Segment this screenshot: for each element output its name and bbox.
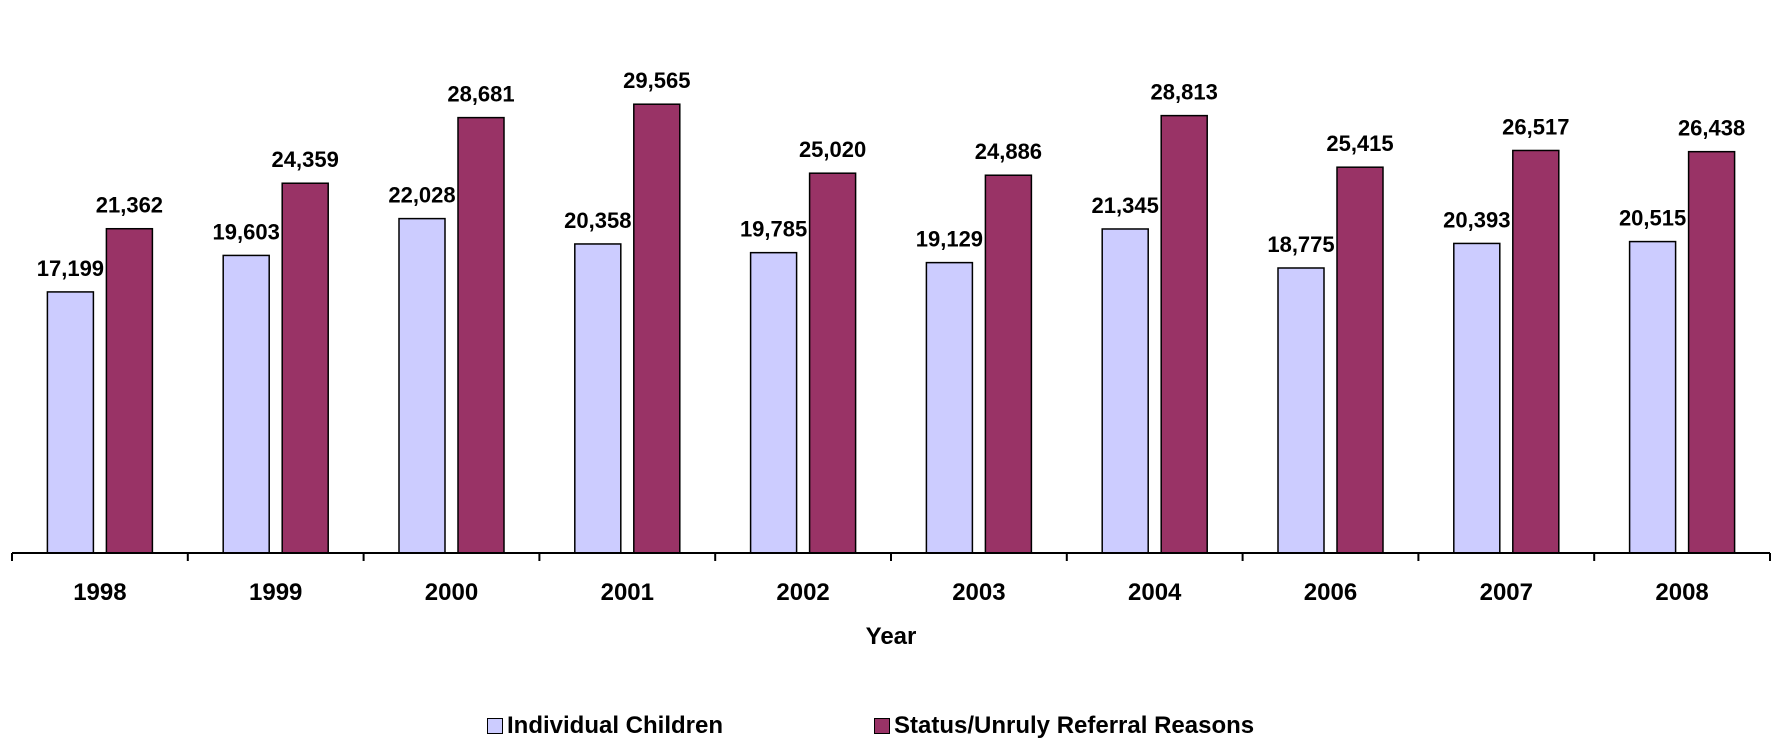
- x-tick-label-2003: 2003: [952, 579, 1005, 606]
- bar-status-unruly-2001: [633, 103, 681, 554]
- bar-individual-children-2001: [574, 243, 622, 554]
- bars-layer: [46, 103, 1736, 554]
- x-tick-label-2008: 2008: [1655, 579, 1708, 606]
- bar-status-unruly-2003: [984, 174, 1033, 554]
- bar-status-unruly-1999: [281, 182, 329, 554]
- data-label-status-unruly-2006: 25,415: [1326, 131, 1393, 156]
- bar-status-unruly-2008: [1687, 150, 1736, 554]
- bar-individual-children-1999: [222, 254, 270, 554]
- x-tick-labels-layer: 1998 1999 2000 2001 2002 2003 2004 2006 2007 2008: [73, 579, 1709, 606]
- x-tick-label-2000: 2000: [425, 579, 478, 606]
- bar-status-unruly-2002: [808, 172, 857, 554]
- bar-status-unruly-1998: [105, 227, 154, 554]
- bar-individual-children-2006: [1277, 267, 1325, 554]
- bar-status-unruly-2007: [1512, 149, 1560, 554]
- data-label-status-unruly-1999: 24,359: [272, 147, 339, 172]
- data-label-status-unruly-2007: 26,517: [1502, 114, 1569, 139]
- bar-individual-children-2007: [1453, 242, 1501, 554]
- bar-status-unruly-2004: [1160, 114, 1208, 554]
- bar-individual-children-2008: [1628, 240, 1677, 554]
- data-label-individual-children-2008: 20,515: [1619, 206, 1686, 231]
- bar-individual-children-1998: [46, 291, 95, 554]
- bar-individual-children-2000: [398, 217, 446, 554]
- data-label-status-unruly-2002: 25,020: [799, 137, 866, 162]
- x-tick-label-2007: 2007: [1480, 579, 1533, 606]
- data-label-status-unruly-2003: 24,886: [975, 139, 1042, 164]
- data-label-individual-children-2001: 20,358: [564, 208, 631, 233]
- bar-individual-children-2004: [1101, 228, 1149, 554]
- data-label-individual-children-1998: 17,199: [37, 256, 104, 281]
- legend-label-status-unruly-referral-reasons: Status/Unruly Referral Reasons: [894, 712, 1255, 739]
- data-label-individual-children-2004: 21,345: [1092, 193, 1159, 218]
- x-tick-label-2006: 2006: [1304, 579, 1357, 606]
- x-tick-label-2004: 2004: [1128, 579, 1182, 606]
- data-label-individual-children-1999: 19,603: [213, 219, 280, 244]
- legend: Individual Children Status/Unruly Referr…: [0, 712, 1774, 742]
- legend-item-individual-children: Individual Children: [487, 712, 723, 740]
- bar-individual-children-2003: [925, 261, 974, 554]
- x-tick-label-1999: 1999: [249, 579, 302, 606]
- data-label-individual-children-2000: 22,028: [388, 183, 455, 208]
- bar-status-unruly-2000: [457, 116, 505, 554]
- data-label-status-unruly-1998: 21,362: [96, 193, 163, 218]
- data-label-status-unruly-2000: 28,681: [447, 82, 514, 107]
- legend-swatch-individual-children: [487, 718, 503, 734]
- x-tick-label-1998: 1998: [73, 579, 126, 606]
- x-axis-title: Year: [866, 623, 917, 650]
- data-label-status-unruly-2004: 28,813: [1151, 80, 1218, 105]
- bar-status-unruly-2006: [1336, 166, 1384, 554]
- data-label-individual-children-2006: 18,775: [1267, 232, 1334, 257]
- data-label-individual-children-2007: 20,393: [1443, 207, 1510, 232]
- legend-item-status-unruly-referral-reasons: Status/Unruly Referral Reasons: [874, 712, 1254, 740]
- legend-swatch-status-unruly-referral-reasons: [874, 718, 890, 734]
- data-label-individual-children-2003: 19,129: [916, 227, 983, 252]
- x-ticks-layer: [11, 553, 1771, 561]
- bar-individual-children-2002: [749, 251, 798, 554]
- x-tick-label-2002: 2002: [776, 579, 829, 606]
- data-label-status-unruly-2001: 29,565: [623, 68, 690, 93]
- data-labels-layer: 17,199 21,362 19,603 24,359 22,028 28,681 20,3…: [37, 68, 1745, 281]
- data-label-individual-children-2002: 19,785: [740, 217, 807, 242]
- x-tick-label-2001: 2001: [601, 579, 654, 606]
- data-label-status-unruly-2008: 26,438: [1678, 116, 1745, 141]
- legend-label-individual-children: Individual Children: [507, 712, 724, 739]
